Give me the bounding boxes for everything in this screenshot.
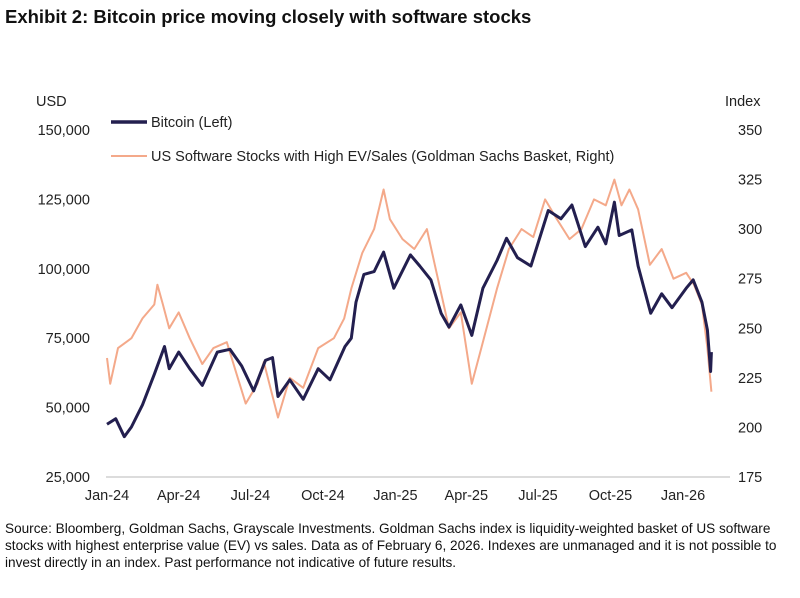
right-axis-label: Index [725,94,761,110]
legend-label: US Software Stocks with High EV/Sales (G… [151,149,614,165]
left-tick-label: 50,000 [46,401,90,417]
x-tick-label: Jan-25 [373,488,417,504]
right-tick-label: 175 [738,470,762,486]
left-axis-label: USD [36,94,67,110]
bitcoin-line [106,200,713,439]
x-tick-label: Jul-24 [231,488,271,504]
left-tick-label: 100,000 [38,262,90,278]
x-tick-label: Jan-24 [85,488,129,504]
right-tick-label: 250 [738,321,762,337]
legend-label: Bitcoin (Left) [151,115,232,131]
x-tick-label: Oct-24 [301,488,345,504]
left-tick-label: 25,000 [46,470,90,486]
right-tick-label: 275 [738,272,762,288]
x-tick-label: Apr-25 [445,488,489,504]
right-tick-label: 225 [738,371,762,387]
chart-title: Exhibit 2: Bitcoin price moving closely … [5,6,532,27]
x-tick-label: Jul-25 [518,488,558,504]
x-tick-label: Jan-26 [661,488,705,504]
right-tick-label: 325 [738,173,762,189]
chart: 25,000 50,000 75,000 100,000 125,000 150,000 1… [36,94,762,504]
right-tick-label: 200 [738,420,762,436]
x-tick-label: Oct-25 [589,488,633,504]
right-tick-label: 350 [738,123,762,139]
left-tick-label: 150,000 [38,123,90,139]
right-tick-label: 300 [738,222,762,238]
footnote: Source: Bloomberg, Goldman Sachs, Graysc… [5,521,777,570]
x-tick-label: Apr-24 [157,488,201,504]
left-tick-label: 125,000 [38,192,90,208]
left-tick-label: 75,000 [46,331,90,347]
software-stocks-line [106,178,713,419]
